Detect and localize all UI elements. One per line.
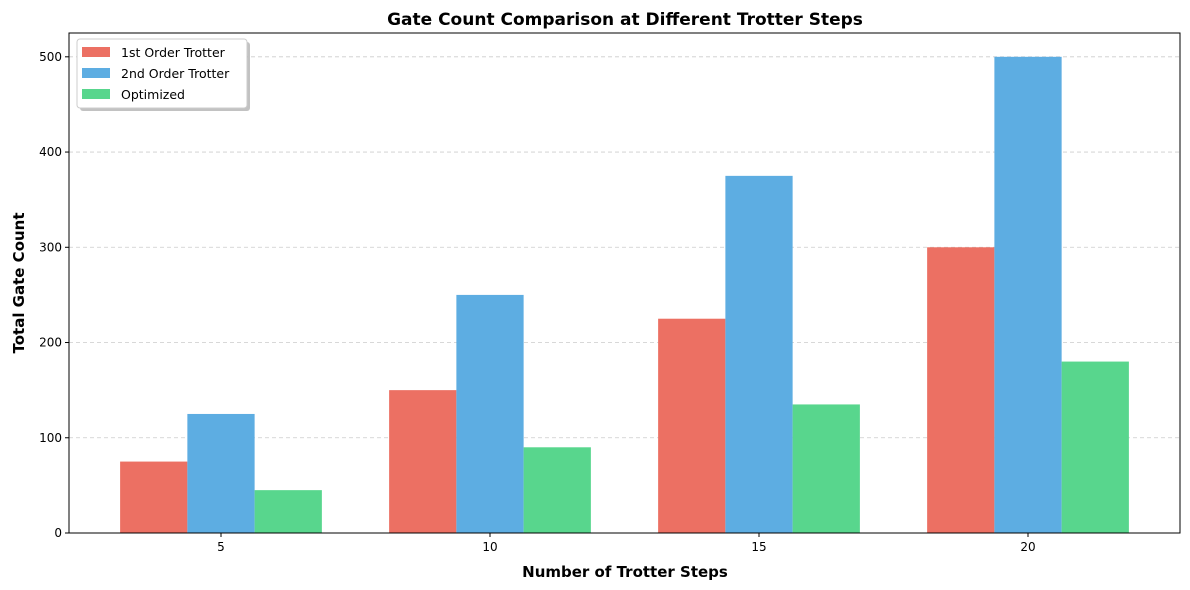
- legend-box: [76, 38, 248, 109]
- bar-2nd-order-trotter-15: [725, 175, 793, 533]
- x-tick-label: 5: [217, 540, 225, 554]
- legend-swatch: [82, 68, 110, 78]
- legend: 1st Order Trotter 2nd Order Trotter Optimi…: [76, 38, 250, 111]
- y-tick-label: 0: [54, 526, 62, 540]
- bar-1st-order-trotter-20: [927, 247, 995, 534]
- legend-label: 1st Order Trotter: [121, 45, 226, 60]
- bar-optimized-15: [792, 404, 860, 533]
- legend-label: Optimized: [121, 87, 185, 102]
- y-tick-label: 300: [39, 240, 62, 254]
- y-tick-label: 200: [39, 336, 62, 350]
- x-axis-label: Number of Trotter Steps: [522, 563, 728, 581]
- bar-2nd-order-trotter-20: [994, 56, 1062, 534]
- legend-swatch: [82, 89, 110, 99]
- x-tick-label: 10: [482, 540, 497, 554]
- bar-1st-order-trotter-5: [120, 461, 188, 533]
- y-tick-label: 100: [39, 431, 62, 445]
- y-axis-label: Total Gate Count: [10, 212, 28, 353]
- plot-frame: [68, 32, 1181, 534]
- legend-label: 2nd Order Trotter: [121, 66, 230, 81]
- bar-1st-order-trotter-15: [658, 318, 726, 533]
- chart-title: Gate Count Comparison at Different Trott…: [387, 10, 863, 30]
- bar-optimized-5: [254, 490, 322, 533]
- bar-2nd-order-trotter-5: [187, 413, 255, 533]
- bar-optimized-10: [523, 447, 591, 533]
- y-tick-label: 400: [39, 145, 62, 159]
- bar-optimized-20: [1061, 361, 1129, 533]
- legend-swatch: [82, 47, 110, 57]
- y-tick-label: 500: [39, 50, 62, 64]
- bar-1st-order-trotter-10: [389, 390, 457, 533]
- x-tick-label: 20: [1020, 540, 1035, 554]
- bar-2nd-order-trotter-10: [456, 294, 524, 533]
- x-tick-label: 15: [751, 540, 766, 554]
